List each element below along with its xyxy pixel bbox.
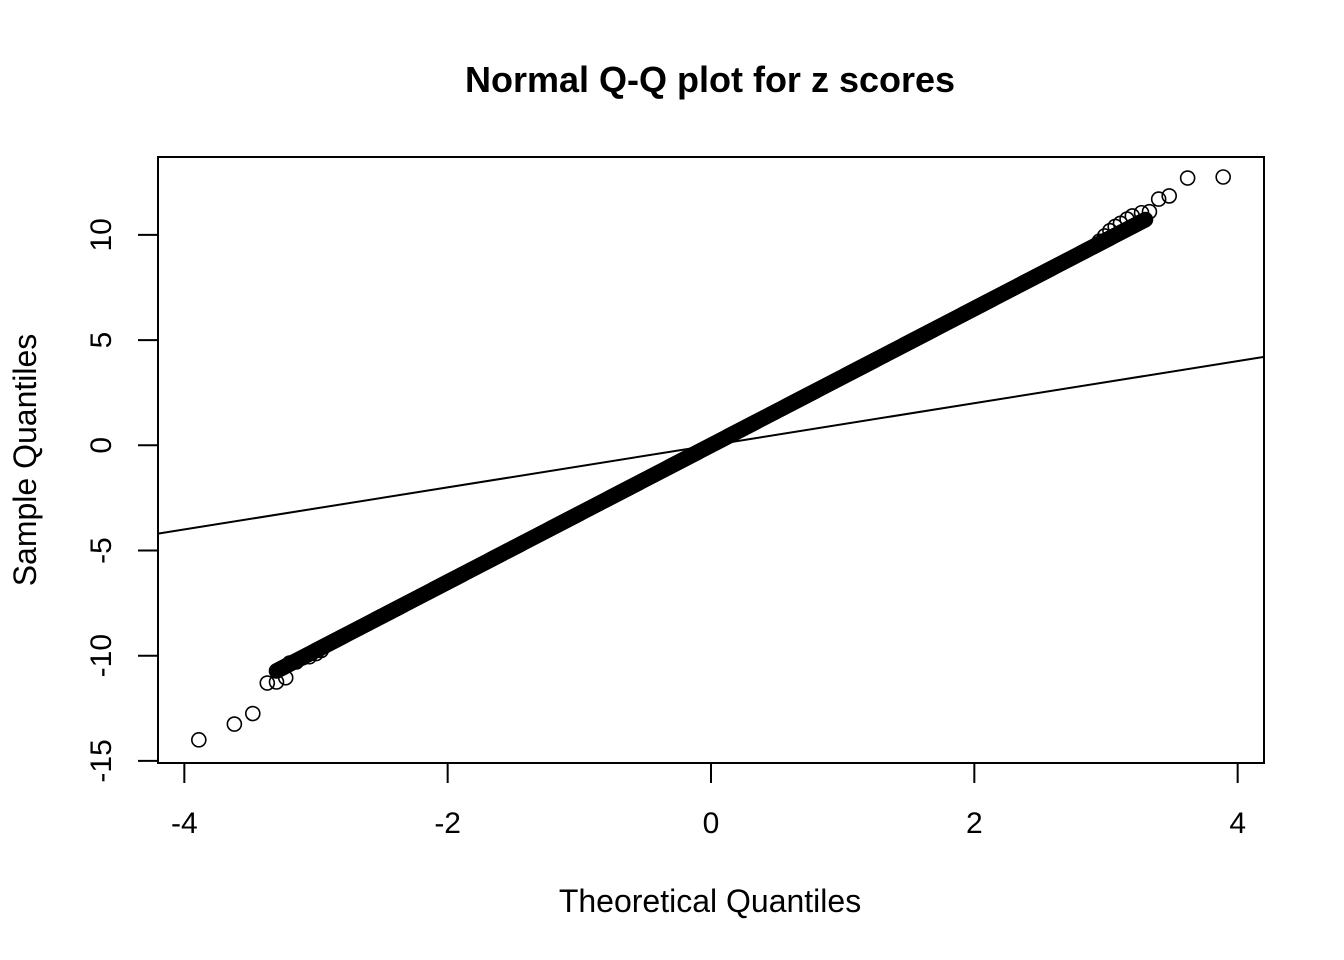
- x-axis: -4 -2 0 2 4: [171, 762, 1246, 840]
- data-point: [1141, 203, 1158, 220]
- data-point: [191, 732, 207, 748]
- x-tick-label: -4: [171, 807, 198, 840]
- data-point: [1133, 204, 1150, 221]
- y-tick-label: -5: [85, 537, 118, 564]
- data-point: [1215, 169, 1231, 185]
- x-tick-label: -2: [434, 807, 461, 840]
- data-point: [245, 705, 261, 722]
- y-tick-label: -10: [85, 634, 118, 677]
- y-axis: -15 -10 -5 0 5 10: [85, 218, 159, 783]
- data-point: [277, 669, 294, 686]
- y-axis-label: Sample Quantiles: [7, 334, 43, 587]
- x-tick-label: 4: [1229, 807, 1246, 840]
- data-point: [259, 675, 276, 691]
- x-tick-label: 0: [703, 807, 720, 840]
- y-tick-label: 5: [85, 332, 118, 349]
- x-tick-label: 2: [966, 807, 983, 840]
- data-point: [313, 642, 330, 659]
- y-tick-label: -15: [85, 739, 118, 782]
- data-point: [1102, 222, 1118, 239]
- y-tick-label: 0: [85, 437, 118, 454]
- data-point: [1091, 233, 1108, 249]
- data-point: [1096, 228, 1113, 244]
- points-layer: [191, 169, 1231, 748]
- data-point: [1124, 208, 1141, 224]
- data-point: [1150, 191, 1167, 207]
- data-point: [281, 655, 298, 671]
- data-point: [1179, 170, 1196, 186]
- y-tick-label: 10: [85, 218, 118, 251]
- data-point: [226, 716, 243, 732]
- data-point: [1161, 188, 1177, 204]
- chart-title: Normal Q-Q plot for z scores: [465, 59, 955, 100]
- data-point: [268, 674, 285, 690]
- x-axis-label: Theoretical Quantiles: [559, 883, 861, 919]
